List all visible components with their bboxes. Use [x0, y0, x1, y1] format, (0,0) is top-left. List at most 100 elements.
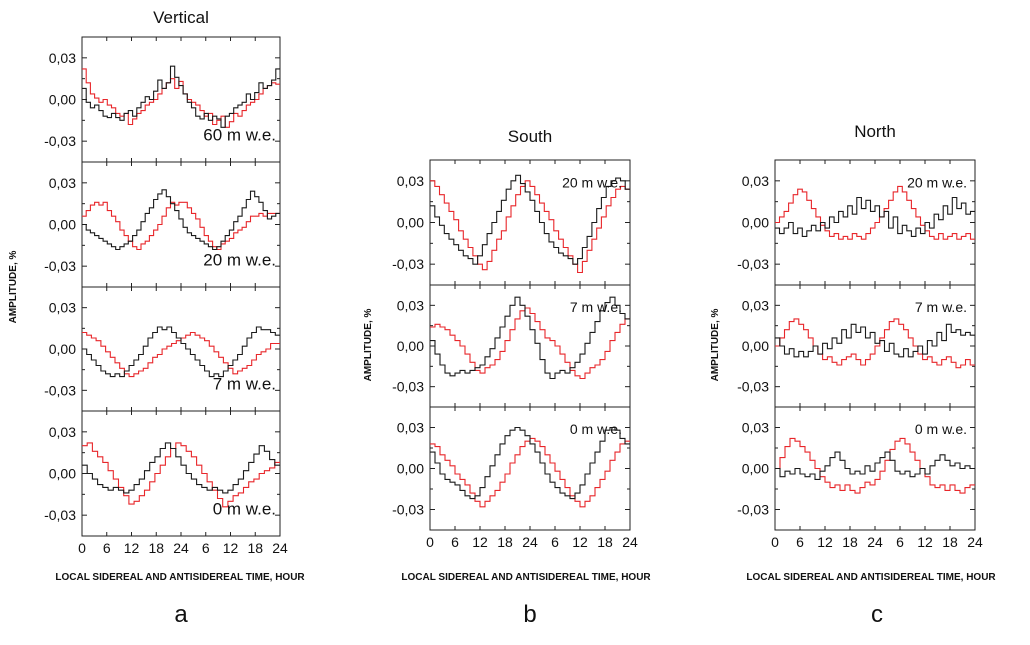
antisidereal-series [775, 437, 975, 494]
y-tick-label: 0,00 [742, 461, 769, 477]
x-tick-label: 12 [124, 540, 140, 556]
panel-2: 0,03 0,00 -0,03 7 m w.e. [737, 284, 976, 408]
y-tick-label: 0,03 [742, 420, 769, 436]
y-tick-label: 0,00 [742, 338, 769, 354]
x-axis-label: LOCAL SIDEREAL AND ANTISIDEREAL TIME, HO… [746, 572, 996, 583]
x-tick-label: 12 [472, 534, 488, 550]
depth-label: 20 m w.e. [203, 251, 276, 270]
sidereal-series [775, 323, 975, 358]
y-tick-label: -0,03 [737, 502, 769, 518]
antisidereal-series [82, 201, 280, 251]
sidereal-series [430, 426, 630, 500]
depth-label: 20 m w.e. [562, 175, 622, 191]
y-axis-label: AMPLITUDE, % [8, 251, 19, 324]
chart-title: North [854, 122, 896, 141]
sidereal-series [82, 65, 280, 128]
antisidereal-series [82, 442, 280, 508]
chart-c: North c AMPLITUDE, % LOCAL SIDEREAL AND ANT… [710, 122, 996, 628]
y-tick-label: 0,00 [49, 92, 76, 108]
y-tick-label: 0,03 [742, 173, 769, 189]
x-tick-label: 18 [497, 534, 513, 550]
sidereal-series [430, 174, 630, 265]
chart-a: Vertical a AMPLITUDE, % LOCAL SIDEREAL AND … [8, 8, 305, 628]
x-tick-label: 6 [103, 540, 111, 556]
x-tick-label: 6 [796, 534, 804, 550]
depth-label: 0 m w.e. [915, 421, 967, 437]
depth-label: 60 m w.e. [203, 126, 276, 145]
y-axis-label: AMPLITUDE, % [710, 309, 721, 382]
chart-letter: a [174, 601, 188, 628]
y-tick-label: -0,03 [44, 507, 76, 523]
sidereal-series [82, 189, 280, 251]
depth-label: 7 m w.e. [570, 299, 622, 315]
x-tick-label: 24 [867, 534, 883, 550]
y-axis-label: AMPLITUDE, % [363, 309, 374, 382]
antisidereal-series [82, 68, 280, 128]
y-tick-label: 0,03 [49, 50, 76, 66]
sidereal-series [775, 451, 975, 480]
depth-label: 0 m w.e. [570, 421, 622, 437]
y-tick-label: 0,03 [742, 297, 769, 313]
x-tick-label: 18 [597, 534, 613, 550]
y-tick-label: 0,03 [49, 424, 76, 440]
panel-1: 0,03 0,00 -0,03 20 m w.e. [392, 159, 631, 286]
y-tick-label: -0,03 [392, 502, 424, 518]
y-tick-label: 0,00 [49, 341, 76, 357]
y-tick-label: 0,00 [397, 461, 424, 477]
y-tick-label: -0,03 [44, 133, 76, 149]
x-tick-label: 24 [173, 540, 189, 556]
x-tick-label: 24 [622, 534, 638, 550]
x-tick-label: 0 [426, 534, 434, 550]
depth-label: 20 m w.e. [907, 175, 967, 191]
y-tick-label: 0,00 [397, 338, 424, 354]
x-tick-label: 6 [202, 540, 210, 556]
chart-title: South [508, 127, 552, 146]
y-tick-label: -0,03 [44, 258, 76, 274]
y-tick-label: -0,03 [392, 256, 424, 272]
x-tick-label: 6 [896, 534, 904, 550]
x-tick-label: 24 [272, 540, 288, 556]
x-tick-label: 0 [771, 534, 779, 550]
antisidereal-series [775, 185, 975, 240]
x-tick-label: 12 [817, 534, 833, 550]
antisidereal-series [430, 180, 630, 274]
depth-label: 0 m w.e. [213, 500, 276, 519]
x-axis-label: LOCAL SIDEREAL AND ANTISIDEREAL TIME, HO… [55, 572, 305, 583]
y-tick-label: 0,03 [49, 175, 76, 191]
x-tick-label: 24 [967, 534, 983, 550]
sidereal-series [430, 296, 630, 380]
panel-1: 0,03 0,00 -0,03 20 m w.e. [737, 159, 976, 286]
x-tick-label: 12 [917, 534, 933, 550]
x-tick-label: 6 [451, 534, 459, 550]
chart-letter: b [523, 601, 536, 628]
chart-letter: c [871, 601, 883, 628]
y-tick-label: -0,03 [737, 256, 769, 272]
chart-b: South b AMPLITUDE, % LOCAL SIDEREAL AND ANT… [363, 127, 651, 628]
antisidereal-series [430, 307, 630, 380]
x-tick-label: 12 [223, 540, 239, 556]
y-tick-label: -0,03 [44, 382, 76, 398]
y-tick-label: 0,00 [49, 466, 76, 482]
y-tick-label: 0,00 [742, 215, 769, 231]
panel-2: 0,03 0,00 -0,03 20 m w.e. [44, 161, 281, 288]
y-tick-label: 0,00 [49, 217, 76, 233]
panel-2: 0,03 0,00 -0,03 7 m w.e. [392, 284, 631, 408]
y-tick-label: 0,03 [49, 300, 76, 316]
x-tick-label: 6 [551, 534, 559, 550]
sidereal-series [82, 442, 280, 494]
y-tick-label: -0,03 [737, 379, 769, 395]
sidereal-series [82, 326, 280, 378]
x-tick-label: 12 [572, 534, 588, 550]
x-tick-label: 18 [148, 540, 164, 556]
x-tick-label: 18 [247, 540, 263, 556]
panel-4: 0,03 0,00 -0,03 0 m w.e. [44, 410, 281, 537]
x-tick-label: 24 [522, 534, 538, 550]
panel-3: 0,03 0,00 -0,03 7 m w.e. [44, 286, 281, 412]
x-axis-label: LOCAL SIDEREAL AND ANTISIDEREAL TIME, HO… [401, 572, 651, 583]
y-tick-label: -0,03 [392, 379, 424, 395]
x-tick-label: 18 [942, 534, 958, 550]
depth-label: 7 m w.e. [915, 299, 967, 315]
panel-3: 0,03 0,00 -0,03 0 m w.e. [737, 406, 976, 531]
x-tick-label: 18 [842, 534, 858, 550]
